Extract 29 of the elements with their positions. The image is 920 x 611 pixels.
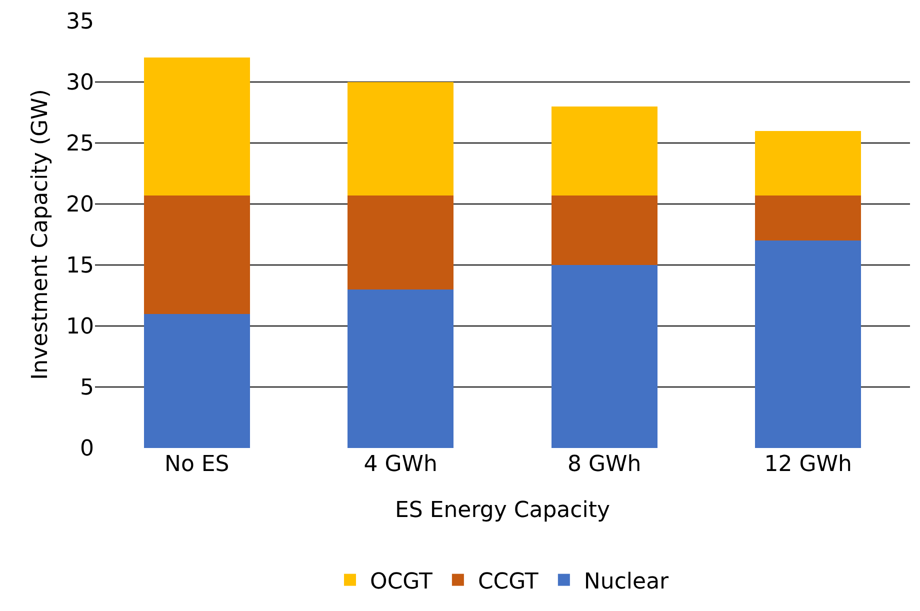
bar (348, 289, 454, 448)
x-tick-label: No ES (164, 452, 230, 477)
bar (144, 58, 250, 196)
legend-label: CCGT (478, 569, 539, 594)
x-tick-label: 12 GWh (764, 452, 852, 477)
x-tick-label: 8 GWh (568, 452, 642, 477)
y-tick-label: 25 (66, 132, 94, 157)
legend-label: OCGT (370, 569, 433, 594)
bar (348, 195, 454, 290)
bar (348, 82, 454, 196)
bar (755, 195, 862, 241)
bar (144, 314, 250, 448)
y-tick-label: 20 (66, 192, 94, 218)
bar (551, 195, 658, 265)
x-tick-label: 4 GWh (364, 452, 438, 477)
x-axis-title: ES Energy Capacity (394, 498, 610, 523)
y-tick-label: 35 (66, 10, 94, 35)
bar (551, 265, 658, 448)
bar (144, 195, 250, 314)
y-tick-label: 10 (66, 314, 94, 340)
y-axis-title: Investment Capacity (GW) (28, 89, 53, 380)
y-tick-label: 30 (66, 70, 94, 96)
bar (551, 106, 658, 196)
y-tick-label: 15 (66, 254, 94, 279)
bar (755, 240, 862, 448)
y-tick-label: 0 (80, 436, 94, 462)
bar (755, 130, 862, 196)
legend-label: Nuclear (584, 569, 670, 594)
y-tick-label: 5 (80, 376, 94, 401)
